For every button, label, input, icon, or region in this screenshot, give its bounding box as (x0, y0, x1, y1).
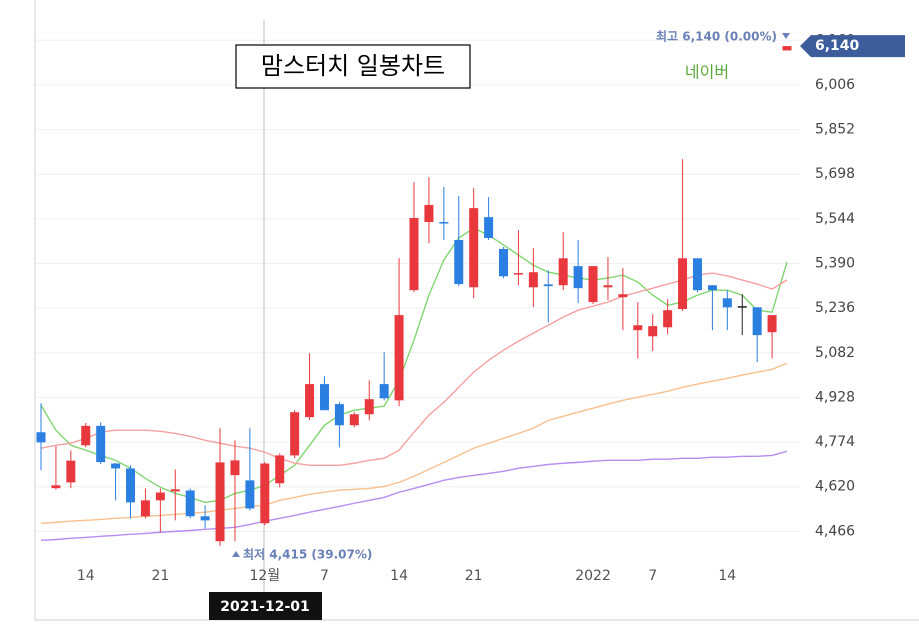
x-tick-label: 14 (718, 568, 736, 584)
y-tick-label: 5,082 (815, 345, 855, 361)
candle-body (409, 217, 419, 291)
candle-body (633, 325, 643, 331)
candle-body (305, 384, 315, 418)
high-annotation: 최고 6,140 (0.00%) (656, 29, 777, 44)
candle-body (379, 384, 389, 399)
candle-body (513, 273, 523, 275)
candle-body (96, 425, 106, 463)
x-tick-label: 12월 (249, 568, 280, 584)
candle-body (394, 315, 404, 401)
candle-body (678, 258, 688, 310)
x-tick-label: 21 (465, 568, 483, 584)
moving-averages (40, 227, 788, 542)
moving-average-line (40, 450, 788, 542)
candle-body (81, 425, 91, 446)
low-annotation: 최저 4,415 (39.07%) (243, 547, 372, 562)
chart-title: 맘스터치 일봉차트 (261, 52, 445, 80)
candle-body (499, 249, 509, 277)
candle-body (618, 294, 628, 298)
x-tick-label: 7 (320, 568, 329, 584)
candles (36, 46, 792, 547)
candle-body (737, 306, 747, 308)
x-tick-label: 7 (648, 568, 657, 584)
x-tick-label: 14 (390, 568, 408, 584)
candle-body (752, 307, 762, 336)
y-tick-label: 5,236 (815, 300, 855, 316)
price-tag: 6,140 (800, 35, 905, 58)
source-label: 네이버 (685, 63, 729, 82)
candle-body (573, 266, 583, 289)
candle-body (334, 404, 344, 426)
low-marker (232, 551, 240, 557)
moving-average-line (40, 227, 788, 504)
candle-body (484, 217, 494, 238)
high-marker (782, 33, 790, 39)
y-tick-label: 4,620 (815, 479, 855, 495)
candle-body (155, 492, 165, 501)
grid (35, 39, 800, 532)
candle-body (349, 414, 359, 426)
candle-body (126, 468, 136, 503)
candle-body (111, 463, 121, 469)
candle-body (603, 285, 613, 288)
crosshair-box (209, 592, 322, 620)
candle-body (66, 460, 76, 483)
y-tick-label: 5,852 (815, 122, 855, 138)
candle-body (200, 516, 210, 521)
candle-body (230, 460, 240, 476)
candle-body (140, 500, 150, 517)
moving-average-line (40, 272, 788, 466)
x-tick-label: 21 (151, 568, 169, 584)
x-tick-label: 14 (77, 568, 95, 584)
candle-body (692, 258, 702, 291)
candle-body (469, 208, 479, 288)
candle-body (170, 489, 180, 492)
candle-body (439, 222, 449, 224)
candle-body (663, 310, 673, 328)
candle-body (648, 326, 658, 337)
axis: 4,466 4,620 4,774 4,928 5,082 5,236 5,390 5,544… (77, 32, 855, 584)
candle-body (543, 284, 553, 287)
y-tick-label: 4,774 (815, 434, 855, 450)
candle-body (528, 272, 538, 288)
crosshair-label: 2021-12-01 (220, 599, 310, 615)
y-tick-label: 4,928 (815, 389, 855, 405)
candle-body (722, 298, 732, 308)
x-tick-label: 2022 (575, 568, 611, 584)
y-tick-label: 6,006 (815, 77, 855, 93)
candle-body (275, 455, 285, 484)
candle-body (782, 46, 792, 51)
candle-body (36, 432, 46, 443)
candle-body (767, 315, 777, 333)
candle-body (364, 399, 374, 415)
candle-body (454, 240, 464, 285)
candle-body (185, 490, 195, 517)
candle-body (424, 204, 434, 223)
candle-body (245, 480, 255, 509)
candle-body (260, 463, 270, 524)
y-tick-label: 5,544 (815, 211, 855, 227)
y-tick-label: 5,390 (815, 256, 855, 272)
candle-body (558, 258, 568, 286)
price-tag-shape (800, 35, 905, 58)
y-tick-label: 4,466 (815, 523, 855, 539)
moving-average-line (40, 362, 788, 524)
y-tick-label: 5,698 (815, 166, 855, 182)
title-box (235, 44, 471, 89)
candle-body (290, 412, 300, 456)
candle-body (215, 462, 225, 542)
candle-body (51, 485, 61, 489)
candle-body (588, 266, 598, 303)
candle-body (319, 384, 329, 411)
candle-body (707, 285, 717, 291)
price-tag-label: 6,140 (815, 38, 860, 54)
